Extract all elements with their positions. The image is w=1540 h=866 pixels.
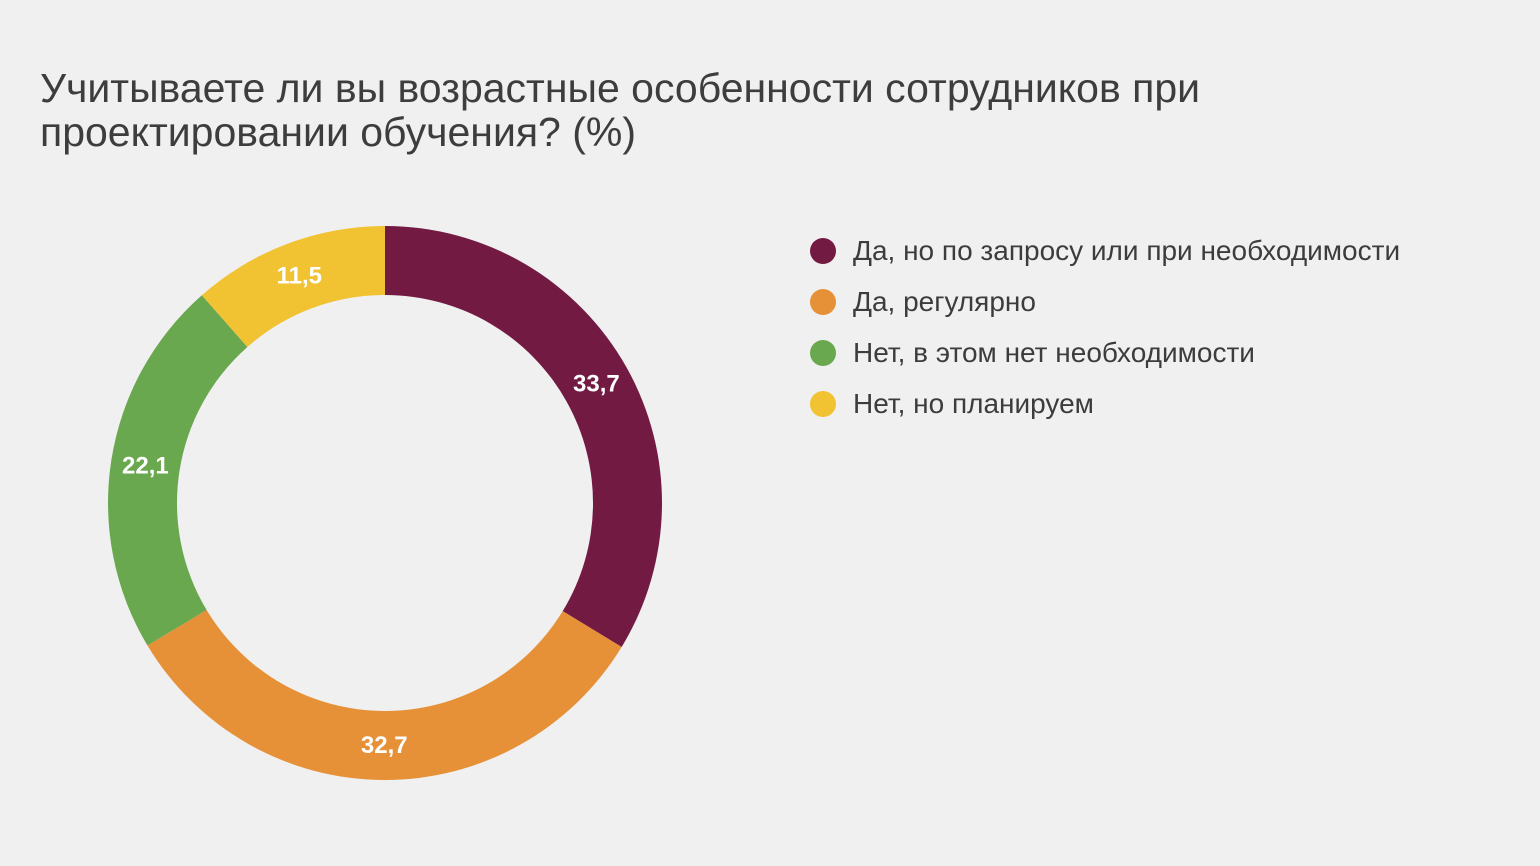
slice-value-label: 22,1 (122, 452, 169, 479)
legend-item[interactable]: Нет, но планируем (810, 378, 1400, 429)
legend-label: Да, но по запросу или при необходимости (853, 234, 1401, 266)
legend-swatch (810, 390, 836, 417)
chart-legend: Да, но по запросу или при необходимости … (810, 225, 1400, 429)
legend-item[interactable]: Да, регулярно (810, 276, 1400, 327)
legend-item[interactable]: Да, но по запросу или при необходимости (810, 225, 1400, 276)
legend-swatch (810, 339, 836, 366)
slice-value-label: 32,7 (361, 732, 408, 759)
legend-label: Нет, в этом нет необходимости (853, 336, 1255, 368)
slice-value-label: 33,7 (573, 371, 620, 398)
donut-slices (107, 226, 662, 780)
legend-swatch (810, 237, 836, 264)
donut-slice[interactable] (107, 295, 248, 646)
legend-swatch (810, 288, 836, 315)
donut-slice[interactable] (147, 610, 622, 780)
legend-label: Нет, но планируем (853, 387, 1094, 419)
legend-item[interactable]: Нет, в этом нет необходимости (810, 327, 1400, 378)
donut-slice-labels: 33,7 32,7 22,1 11,5 (122, 263, 620, 759)
slice-value-label: 11,5 (277, 263, 322, 290)
donut-slice[interactable] (201, 226, 385, 347)
chart-title: Учитываете ли вы возрастные особенности … (40, 65, 1201, 155)
donut-slice[interactable] (385, 226, 662, 647)
legend-label: Да, регулярно (853, 285, 1036, 317)
donut-chart: 33,7 32,7 22,1 11,5 (107, 226, 662, 780)
